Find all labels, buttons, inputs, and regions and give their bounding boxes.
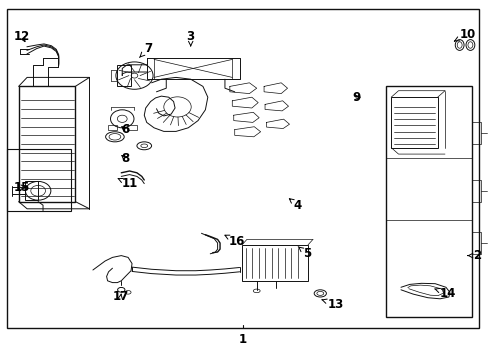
Bar <box>242 245 307 281</box>
Bar <box>471 180 480 202</box>
Bar <box>25 181 38 200</box>
Bar <box>19 86 75 202</box>
Text: 12: 12 <box>14 30 30 42</box>
Bar <box>471 232 480 254</box>
Text: 7: 7 <box>139 42 152 58</box>
Bar <box>471 122 480 144</box>
Text: 17: 17 <box>112 291 128 303</box>
Bar <box>7 149 71 211</box>
Bar <box>117 65 131 86</box>
Bar <box>7 9 478 328</box>
Text: 5: 5 <box>298 247 311 260</box>
Text: 9: 9 <box>351 91 360 104</box>
Text: 14: 14 <box>434 287 455 300</box>
Text: 13: 13 <box>321 298 343 311</box>
Bar <box>107 125 117 130</box>
Text: 11: 11 <box>118 177 137 190</box>
Text: 15: 15 <box>14 181 30 194</box>
Text: 3: 3 <box>186 30 194 46</box>
Bar <box>127 125 137 130</box>
Bar <box>386 86 471 317</box>
Text: 1: 1 <box>239 333 246 346</box>
Text: 2: 2 <box>467 249 481 262</box>
Text: 6: 6 <box>121 123 129 136</box>
Text: 8: 8 <box>121 152 129 165</box>
Text: 16: 16 <box>224 235 244 248</box>
Text: 10: 10 <box>453 28 475 41</box>
Bar <box>390 97 437 148</box>
Text: 4: 4 <box>289 199 301 212</box>
